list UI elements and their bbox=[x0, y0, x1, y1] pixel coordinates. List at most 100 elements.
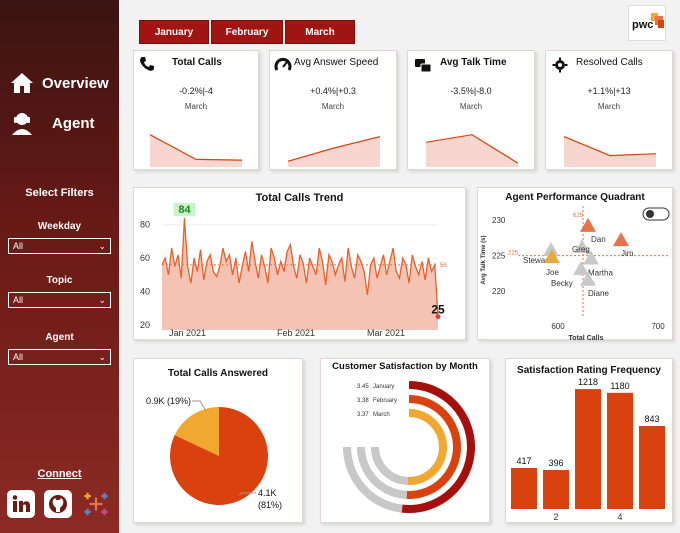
label-leader bbox=[238, 492, 256, 496]
filter-agent-value: All bbox=[13, 352, 24, 362]
x-tick-label: Feb 2021 bbox=[277, 328, 315, 338]
pie-label-small: 0.9K (19%) bbox=[146, 396, 191, 406]
trend-chart[interactable]: 20 40 60 80 56 84 25 Jan 2021 Feb 2021 Mar 2021 bbox=[134, 188, 467, 341]
kpi-month: March bbox=[459, 102, 483, 111]
agent-marker bbox=[580, 271, 596, 286]
sparkline-area bbox=[426, 134, 518, 167]
quadrant-chart[interactable]: 625 225 220 225 230 600 700 Total Calls Avg Talk… bbox=[478, 188, 674, 341]
rating-bar bbox=[607, 392, 633, 509]
agent-marker bbox=[583, 250, 599, 265]
company-logo: pwc bbox=[628, 5, 666, 41]
kpi-title: Avg Answer Speed bbox=[294, 57, 379, 68]
last-label: 25 bbox=[431, 303, 445, 317]
phone-icon bbox=[140, 57, 154, 71]
nav-overview-label: Overview bbox=[42, 74, 109, 92]
rating-title: Satisfaction Rating Frequency bbox=[517, 365, 661, 376]
nav-overview[interactable]: Overview bbox=[10, 72, 109, 94]
trend-line bbox=[161, 217, 439, 317]
gauge-icon bbox=[274, 57, 292, 71]
pie-slice bbox=[174, 407, 219, 456]
filter-topic-value: All bbox=[13, 295, 24, 305]
kpi-title: Resolved Calls bbox=[576, 57, 643, 68]
agent-marker bbox=[544, 249, 560, 264]
bar-value-label: 396 bbox=[548, 458, 563, 468]
filter-weekday-label: Weekday bbox=[37, 221, 82, 232]
customer-satisfaction-card: Customer Satisfaction by Month 3.45 Janua… bbox=[320, 358, 490, 523]
pie-slice bbox=[170, 407, 268, 505]
nav-agent[interactable]: Agent bbox=[10, 111, 95, 135]
tab-january[interactable]: January bbox=[139, 20, 209, 44]
home-icon bbox=[11, 73, 33, 93]
agent-label: Jim bbox=[621, 249, 634, 258]
ring-value-label: 3.45 bbox=[357, 384, 369, 390]
chevron-down-icon: ⌄ bbox=[98, 294, 106, 305]
rating-bar bbox=[575, 389, 601, 509]
kpi-month: March bbox=[184, 102, 208, 111]
agent-marker bbox=[543, 242, 559, 256]
kpi-card-avg-talk-time: Avg Talk Time -3.5%|-8.0 March bbox=[407, 50, 535, 170]
kpi-value: +0.4%|+0.3 bbox=[310, 86, 356, 96]
kpi-value: -0.2%|-4 bbox=[179, 86, 213, 96]
tableau-icon[interactable] bbox=[82, 490, 110, 518]
rating-bar bbox=[543, 470, 569, 509]
sparkline-line bbox=[426, 134, 518, 164]
y-tick-label: 220 bbox=[492, 287, 506, 296]
ring-value bbox=[407, 409, 447, 485]
kpi-sparkline bbox=[564, 136, 656, 167]
github-icon[interactable] bbox=[44, 490, 72, 518]
kpi-title: Avg Talk Time bbox=[440, 57, 507, 68]
y-tick-label: 80 bbox=[140, 220, 150, 230]
ref-y-label: 225 bbox=[508, 251, 519, 257]
satisfaction-radial-chart[interactable]: 3.45 January 3.38 February 3.37 March bbox=[321, 359, 491, 524]
connect-link[interactable]: Connect bbox=[37, 468, 82, 480]
total-calls-trend-card: Total Calls Trend 20 40 60 80 56 84 25 Jan 2021… bbox=[133, 187, 466, 340]
tab-march[interactable]: March bbox=[285, 20, 355, 44]
ring-remainder bbox=[343, 446, 403, 513]
trend-title: Total Calls Trend bbox=[255, 192, 344, 204]
filter-weekday-select[interactable]: All ⌄ bbox=[8, 238, 111, 254]
kpi-value: -3.5%|-8.0 bbox=[450, 86, 492, 96]
filter-agent-select[interactable]: All ⌄ bbox=[8, 349, 111, 365]
kpi-month: March bbox=[321, 102, 345, 111]
ref-x-label: 625 bbox=[573, 213, 584, 219]
filter-weekday-value: All bbox=[13, 241, 24, 251]
ring-value bbox=[406, 395, 461, 499]
kpi-sparkline bbox=[288, 136, 380, 167]
ring-value-label: 3.38 bbox=[357, 398, 369, 404]
toggle-knob bbox=[646, 210, 654, 218]
filters-title: Select Filters bbox=[25, 187, 94, 199]
answered-pie-chart[interactable]: 0.9K (19%) 4.1K (81%) bbox=[134, 359, 304, 524]
trend-area bbox=[162, 218, 438, 330]
x-tick-label: 4 bbox=[617, 512, 622, 522]
agent-label: Greg bbox=[572, 245, 590, 254]
logo-text: pwc bbox=[632, 19, 653, 31]
filter-topic-select[interactable]: All ⌄ bbox=[8, 292, 111, 308]
bar-value-label: 843 bbox=[644, 414, 659, 424]
x-tick-label: 2 bbox=[553, 512, 558, 522]
nav-agent-label: Agent bbox=[52, 114, 95, 132]
agent-label: Martha bbox=[588, 269, 613, 278]
chat-icon bbox=[415, 59, 432, 73]
rating-bar bbox=[639, 425, 665, 509]
rating-bar bbox=[511, 467, 537, 509]
agent-marker bbox=[573, 261, 589, 276]
kpi-sparkline bbox=[426, 134, 518, 167]
y-tick-label: 230 bbox=[492, 216, 506, 225]
sparkline-area bbox=[150, 134, 242, 167]
linkedin-icon[interactable] bbox=[7, 490, 35, 518]
sparkline-area bbox=[564, 136, 656, 167]
chevron-down-icon: ⌄ bbox=[98, 351, 106, 362]
quadrant-title: Agent Performance Quadrant bbox=[505, 192, 645, 203]
peak-badge bbox=[173, 203, 196, 217]
agent-marker bbox=[574, 239, 590, 254]
satisfaction-title: Customer Satisfaction by Month bbox=[332, 361, 478, 372]
total-calls-answered-card: Total Calls Answered 0.9K (19%) 4.1K (81%) bbox=[133, 358, 303, 523]
bar-value-label: 1218 bbox=[578, 377, 598, 387]
pie-label-big: 4.1K bbox=[258, 488, 277, 498]
rating-frequency-card: Satisfaction Rating Frequency 417 396 2 121… bbox=[505, 358, 673, 523]
ring-category-label: January bbox=[373, 384, 394, 390]
ring-value-label: 3.37 bbox=[357, 412, 369, 418]
rating-bar-chart[interactable]: 417 396 2 1218 1180 4 843 bbox=[506, 359, 674, 524]
tab-february[interactable]: February bbox=[211, 20, 283, 44]
x-axis-title: Total Calls bbox=[569, 335, 604, 341]
